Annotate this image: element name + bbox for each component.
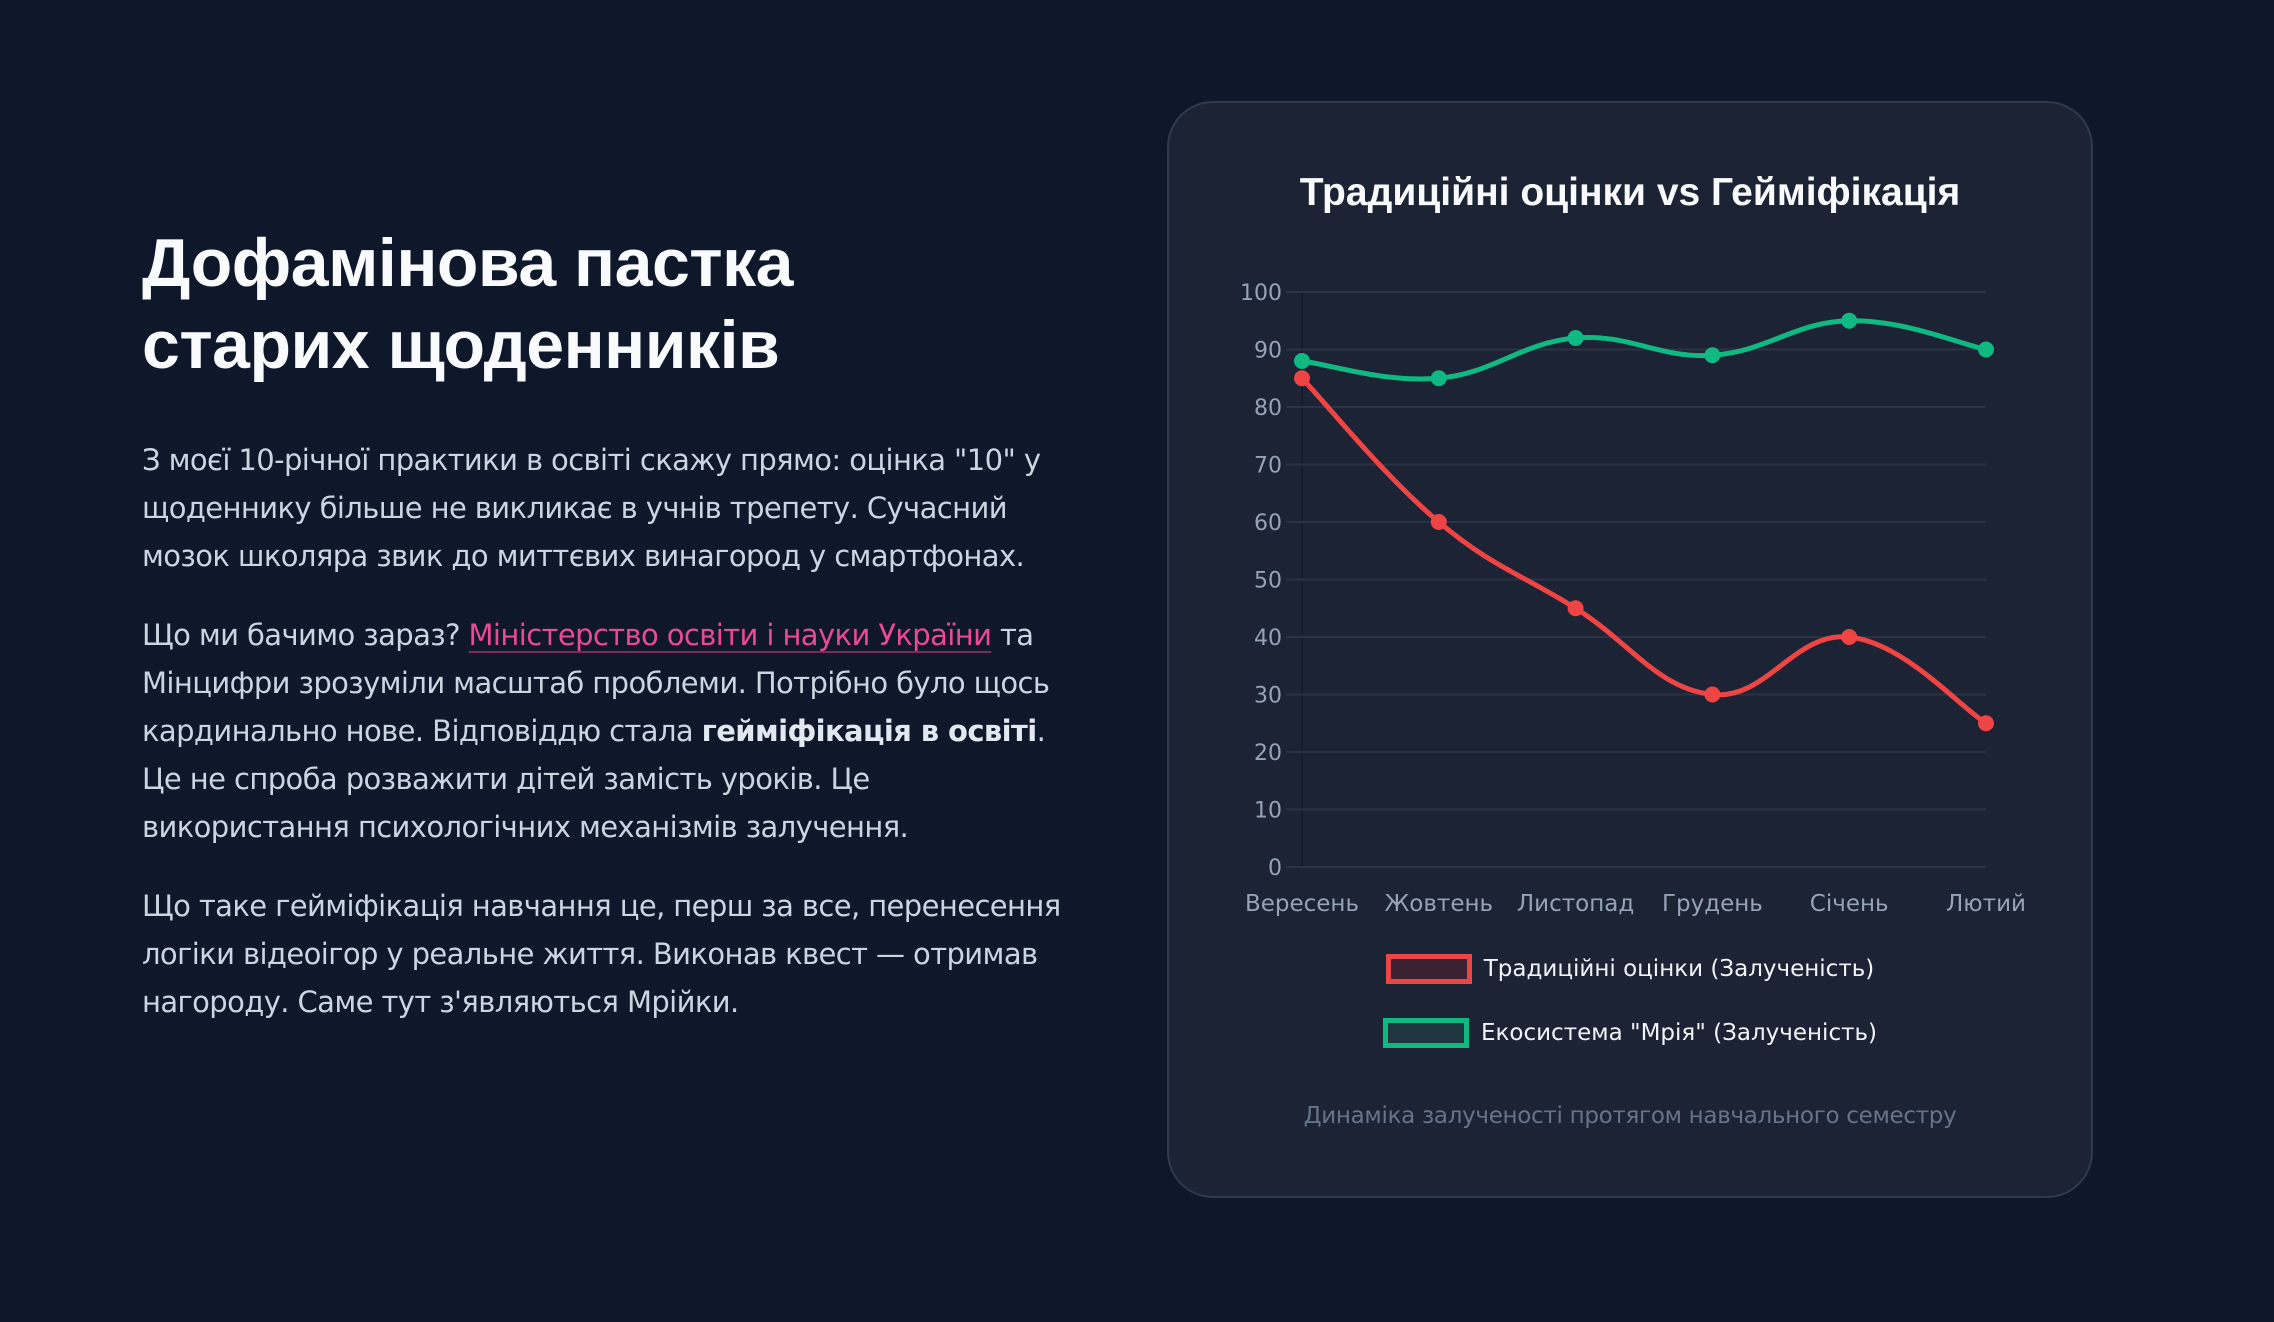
ecosystem-point — [1704, 347, 1721, 364]
x-tick-label: Січень — [1810, 891, 1889, 917]
legend-item-ecosystem[interactable]: Екосистема "Мрія" (Залученість) — [1169, 1017, 2091, 1049]
y-tick-label: 10 — [1254, 799, 1282, 824]
article-section: Дофамінова пастка старих щоденників З мо… — [142, 222, 1082, 1057]
y-tick-label: 20 — [1254, 741, 1282, 766]
paragraph-2-bold: гейміфікація в освіті — [701, 714, 1038, 748]
x-tick-label: Вересень — [1245, 891, 1359, 917]
paragraph-2: Що ми бачимо зараз? Міністерство освіти … — [142, 611, 1082, 851]
y-tick-label: 100 — [1240, 281, 1282, 306]
y-tick-label: 0 — [1268, 856, 1282, 881]
y-tick-label: 30 — [1254, 684, 1282, 709]
x-tick-label: Лютий — [1946, 891, 2026, 917]
paragraph-1: З моєї 10-річної практики в освіті скажу… — [142, 443, 1041, 573]
heading-line-2: старих щоденників — [142, 307, 780, 383]
legend-label-ecosystem: Екосистема "Мрія" (Залученість) — [1480, 1020, 1878, 1046]
traditional-line — [1299, 375, 1989, 726]
legend-swatch-red — [1385, 954, 1472, 984]
y-tick-label: 70 — [1254, 454, 1282, 479]
traditional-point — [1841, 629, 1858, 645]
ecosystem-line — [1299, 318, 1989, 382]
paragraph-2-middle: та Мінцифри зрозуміли масштаб проблеми. … — [142, 618, 1050, 748]
y-tick-label: 50 — [1254, 569, 1282, 594]
legend-label-traditional: Традиційні оцінки (Залученість) — [1483, 956, 1875, 982]
traditional-point — [1704, 686, 1721, 703]
x-tick-label: Листопад — [1517, 891, 1634, 917]
ecosystem-point — [1978, 341, 1994, 358]
y-tick-label: 40 — [1254, 626, 1282, 651]
ecosystem-point — [1567, 330, 1584, 346]
legend-swatch-green — [1382, 1018, 1469, 1048]
y-tick-label: 80 — [1254, 396, 1282, 421]
x-tick-label: Жовтень — [1385, 891, 1494, 917]
ecosystem-point — [1430, 370, 1447, 387]
legend-item-traditional[interactable]: Традиційні оцінки (Залученість) — [1169, 953, 2091, 985]
line-chart: 0 10 20 30 40 50 60 70 80 90 100 Вересень Жовтень Лис… — [1240, 281, 2026, 917]
chart-legend: Традиційні оцінки (Залученість) Екосисте… — [1169, 953, 2091, 1081]
chart-title: Традиційні оцінки vs Гейміфікація — [1299, 171, 1961, 214]
traditional-point — [1294, 370, 1310, 387]
x-tick-label: Грудень — [1662, 891, 1763, 917]
y-tick-label: 90 — [1254, 339, 1282, 364]
ecosystem-point — [1841, 312, 1858, 329]
ecosystem-point — [1294, 353, 1310, 369]
traditional-point — [1567, 600, 1584, 617]
traditional-point — [1430, 514, 1447, 530]
chart-card: Традиційні оцінки vs Гейміфікація 0 10 20 3… — [1167, 101, 2093, 1198]
article-heading: Дофамінова пастка старих щоденників — [142, 222, 1082, 386]
paragraph-3: Що таке гейміфікація навчання це, перш з… — [142, 889, 1061, 1019]
chart-caption: Динаміка залученості протягом навчальног… — [1303, 1103, 1957, 1129]
y-tick-label: 60 — [1254, 511, 1282, 536]
paragraph-2-end: . Це не спроба розважити дітей замість у… — [142, 714, 1046, 844]
paragraph-2-intro: Що ми бачимо зараз? — [142, 618, 469, 652]
ministry-link[interactable]: Міністерство освіти і науки України — [468, 618, 992, 652]
heading-line-1: Дофамінова пастка — [142, 225, 793, 301]
traditional-point — [1978, 715, 1994, 732]
